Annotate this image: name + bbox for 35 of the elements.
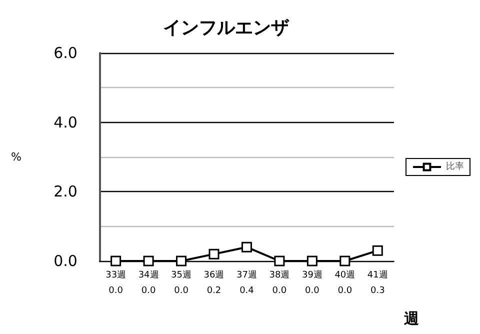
point: [241, 242, 252, 252]
x-tick-label: 36週: [204, 270, 224, 280]
y-tick-label: 2.0: [54, 182, 78, 201]
x-tick-label: 35週: [171, 270, 192, 280]
x-tick-label: 34週: [138, 270, 159, 280]
chart-title: インフルエンザ: [163, 18, 290, 38]
x-tick-label: 37週: [236, 270, 257, 280]
legend-label: 比率: [446, 161, 464, 172]
x-axis-title: 週: [403, 310, 420, 328]
data-label: 0.0: [141, 286, 156, 296]
point: [306, 256, 318, 266]
y-tick-label: 4.0: [54, 113, 78, 132]
x-tick-label: 33週: [106, 270, 126, 280]
y-tick-label: 6.0: [54, 44, 78, 62]
point: [143, 256, 154, 266]
x-tick-label: 38週: [269, 270, 290, 280]
data-label: 0.0: [108, 286, 124, 296]
point: [110, 256, 122, 266]
point: [340, 256, 350, 266]
data-label: 0.0: [305, 286, 320, 296]
y-tick-label: 0.0: [54, 252, 78, 270]
data-label: 0.0: [272, 286, 287, 296]
data-label: 0.3: [370, 286, 385, 296]
y-axis-title: %: [11, 150, 22, 164]
data-label: 0.2: [206, 286, 222, 296]
point: [176, 256, 187, 266]
data-label: 0.0: [174, 286, 189, 296]
x-tick-label: 41週: [367, 270, 388, 280]
data-label: 0.4: [240, 286, 254, 296]
data-label: 0.0: [338, 286, 352, 296]
point: [274, 256, 285, 266]
point: [208, 248, 220, 260]
x-tick-label: 40週: [334, 270, 356, 280]
point: [372, 245, 383, 256]
x-tick-label: 39週: [302, 270, 322, 280]
